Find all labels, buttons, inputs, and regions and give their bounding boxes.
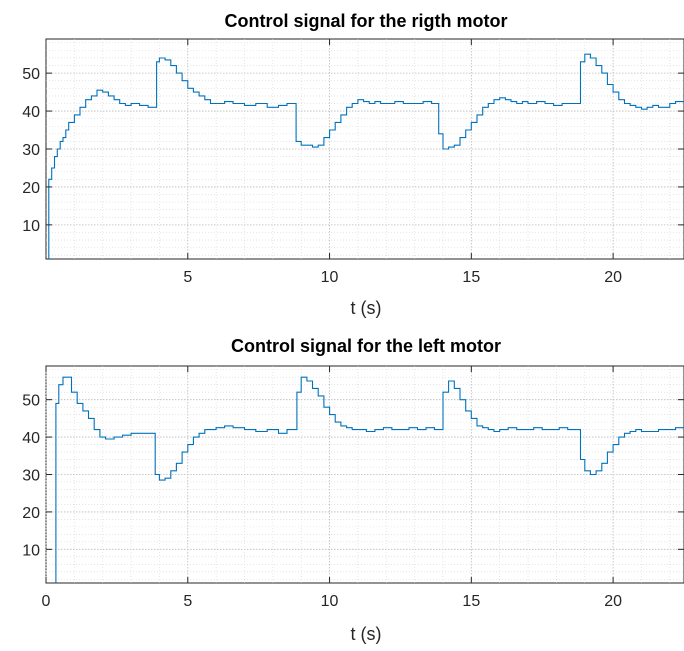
chart-left-motor: Control signal for the left motor 0 5 10 15… [22, 336, 684, 644]
x-axis-label: t (s) [351, 298, 382, 318]
x-tick-label: 20 [604, 269, 622, 286]
y-tick-label: 20 [22, 505, 40, 522]
grid [45, 366, 684, 583]
y-tick-label: 50 [22, 66, 40, 83]
y-tick-label: 30 [22, 142, 40, 159]
chart-title: Control signal for the left motor [231, 336, 501, 356]
x-axis-label: t (s) [351, 624, 382, 644]
x-tick-label: 15 [462, 593, 480, 610]
y-tick-label: 50 [22, 393, 40, 410]
x-tick-label: 5 [183, 269, 192, 286]
grid [46, 39, 684, 259]
axis-ticks: 0 5 10 15 20 10 20 30 40 50 [22, 366, 684, 610]
axis-ticks: 5 10 15 20 10 20 30 40 50 [22, 39, 684, 286]
x-tick-label: 15 [462, 269, 480, 286]
series-line [55, 376, 684, 583]
x-tick-label: 0 [42, 593, 51, 610]
chart-title: Control signal for the rigth motor [225, 11, 508, 31]
x-tick-label: 10 [321, 269, 339, 286]
x-tick-label: 10 [321, 593, 339, 610]
y-tick-label: 40 [22, 104, 40, 121]
y-tick-label: 10 [22, 542, 40, 559]
series-line [48, 53, 684, 259]
x-tick-label: 5 [183, 593, 192, 610]
y-tick-label: 20 [22, 180, 40, 197]
x-tick-label: 20 [604, 593, 622, 610]
y-tick-label: 40 [22, 430, 40, 447]
chart-right-motor: Control signal for the rigth motor 5 10 15… [22, 11, 684, 318]
y-tick-label: 10 [22, 218, 40, 235]
y-tick-label: 30 [22, 468, 40, 485]
